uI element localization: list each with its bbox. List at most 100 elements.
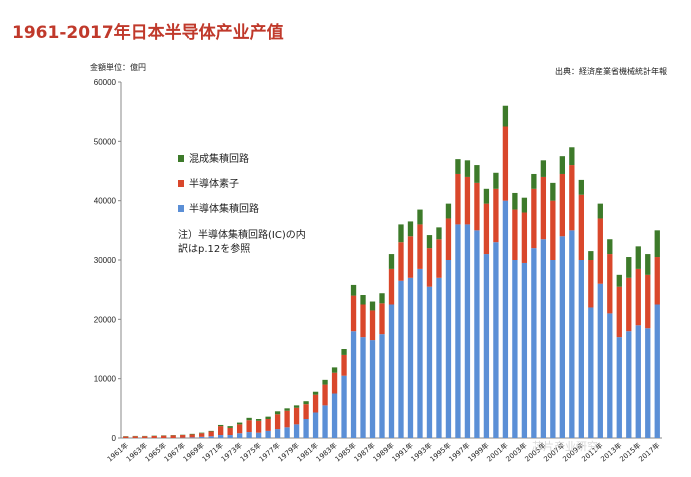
bar-segment-1970-s2 bbox=[208, 430, 214, 432]
bar-segment-1993-s2 bbox=[426, 235, 433, 249]
legend: 混成集積回路半導体素子半導体集積回路注）半導体集積回路(IC)の内訳はp.12を… bbox=[178, 152, 306, 255]
source-label: 出典：経済産業省機械統計年報 bbox=[555, 67, 667, 76]
page-title: 1961-2017年日本半导体产业产值 bbox=[12, 23, 284, 43]
bar-segment-2002-s0 bbox=[512, 260, 518, 438]
bar-segment-2011-s1 bbox=[597, 218, 603, 284]
bar-segment-1988-s1 bbox=[379, 303, 385, 335]
bar-segment-1976-s1 bbox=[265, 419, 271, 431]
bar-segment-1961-s1 bbox=[123, 436, 129, 438]
bar-segment-1969-s0 bbox=[199, 436, 205, 438]
bar-segment-1997-s0 bbox=[464, 224, 471, 438]
bar-segment-1974-s0 bbox=[246, 432, 252, 438]
bar-segment-1991-s2 bbox=[407, 221, 414, 237]
bar-segment-1986-s0 bbox=[360, 337, 366, 438]
bar-segment-1996-s1 bbox=[455, 173, 461, 225]
bar-segment-2004-s1 bbox=[531, 188, 537, 249]
bar-segment-2007-s0 bbox=[559, 236, 565, 438]
bar-segment-1988-s0 bbox=[379, 334, 385, 438]
legend-label: 半導体素子 bbox=[189, 177, 239, 190]
bar-segment-1979-s1 bbox=[293, 407, 300, 425]
bar-segment-1973-s0 bbox=[236, 433, 243, 438]
bar-segment-1987-s1 bbox=[369, 310, 376, 341]
bar-segment-2012-s2 bbox=[607, 239, 613, 255]
bar-segment-1998-s0 bbox=[474, 230, 480, 438]
bar-segment-1990-s0 bbox=[398, 280, 404, 438]
y-tick-label: 40000 bbox=[94, 197, 117, 206]
bar-segment-2010-s1 bbox=[588, 260, 594, 308]
legend-swatch bbox=[178, 155, 184, 162]
bar-segment-2000-s0 bbox=[493, 242, 499, 438]
bar-segment-2008-s2 bbox=[569, 147, 575, 166]
bar-segment-1988-s2 bbox=[379, 293, 385, 304]
bar-segment-1964-s1 bbox=[151, 435, 157, 438]
x-tick-label: 2017年 bbox=[637, 441, 662, 464]
bar-segment-2017-s0 bbox=[654, 304, 660, 438]
bar-segment-1965-s1 bbox=[161, 435, 167, 438]
legend-label: 混成集積回路 bbox=[189, 152, 249, 165]
bar-segment-2012-s1 bbox=[607, 254, 613, 314]
bar-segment-1994-s1 bbox=[436, 239, 442, 278]
legend-label: 半導体集積回路 bbox=[189, 202, 259, 215]
y-tick-label: 10000 bbox=[94, 375, 117, 384]
bar-segment-2011-s0 bbox=[597, 283, 603, 438]
bar-segment-1975-s2 bbox=[255, 419, 262, 421]
bar-segment-1982-s0 bbox=[322, 405, 328, 438]
bar-segment-1984-s1 bbox=[341, 354, 347, 376]
y-tick-label: 0 bbox=[112, 434, 117, 443]
bar-segment-1970-s0 bbox=[208, 436, 214, 438]
bar-segment-2008-s0 bbox=[569, 230, 575, 438]
bar-segment-2006-s1 bbox=[550, 200, 556, 260]
bar-segment-1990-s1 bbox=[398, 242, 404, 281]
bar-segment-2013-s1 bbox=[616, 286, 622, 338]
bar-segment-1969-s2 bbox=[199, 432, 205, 434]
bar-segment-2016-s1 bbox=[645, 274, 651, 329]
bar-segment-1977-s2 bbox=[274, 411, 281, 415]
bar-segment-1978-s0 bbox=[284, 427, 290, 438]
bar-segment-2016-s2 bbox=[645, 254, 651, 275]
y-tick-label: 30000 bbox=[94, 256, 117, 265]
bar-segment-2006-s2 bbox=[550, 182, 556, 201]
bar-segment-2004-s0 bbox=[531, 248, 537, 438]
bar-segment-2003-s1 bbox=[521, 212, 528, 263]
bar-segment-1982-s2 bbox=[322, 379, 328, 385]
bar-segment-2014-s2 bbox=[626, 257, 632, 278]
bar-segment-1991-s0 bbox=[407, 277, 414, 438]
chart-note-line-2: 訳はp.12を参照 bbox=[178, 242, 250, 255]
bar-segment-2001-s1 bbox=[502, 126, 509, 201]
bar-segment-1980-s0 bbox=[303, 419, 309, 438]
bar-segment-1999-s0 bbox=[483, 254, 490, 438]
bar-segment-1968-s2 bbox=[189, 433, 195, 435]
watermark: 芯片产业研究 bbox=[532, 440, 598, 453]
bar-segment-1983-s2 bbox=[331, 367, 338, 373]
bar-segment-1962-s1 bbox=[132, 436, 138, 438]
bar-segment-2000-s1 bbox=[493, 188, 499, 243]
bar-segment-2005-s0 bbox=[540, 239, 547, 438]
bar-segment-1972-s2 bbox=[227, 426, 233, 428]
bar-segment-1968-s1 bbox=[189, 434, 195, 438]
bar-segment-2006-s0 bbox=[550, 260, 556, 438]
bar-segment-1978-s2 bbox=[284, 408, 290, 411]
bar-segment-1979-s2 bbox=[293, 405, 300, 408]
bar-segment-2007-s1 bbox=[559, 173, 565, 237]
bar-segment-1976-s2 bbox=[265, 416, 271, 420]
bar-segment-1975-s0 bbox=[255, 432, 262, 438]
bar-segment-2009-s0 bbox=[578, 260, 584, 438]
y-tick-label: 60000 bbox=[94, 78, 117, 87]
bar-segment-1976-s0 bbox=[265, 430, 271, 438]
bar-segment-1998-s1 bbox=[474, 182, 480, 231]
bar-segment-1993-s1 bbox=[426, 248, 433, 287]
bar-segment-1992-s2 bbox=[417, 209, 423, 225]
bar-segment-1999-s2 bbox=[483, 188, 490, 204]
bar-segment-2015-s2 bbox=[635, 246, 641, 269]
bar-segment-2013-s0 bbox=[616, 337, 622, 438]
bar-segment-1985-s0 bbox=[350, 331, 357, 438]
bar-segment-1974-s1 bbox=[246, 420, 252, 433]
bar-segment-1991-s1 bbox=[407, 236, 414, 278]
bar-segment-2001-s0 bbox=[502, 200, 509, 438]
bar-segment-2002-s2 bbox=[512, 192, 518, 210]
bar-segment-1996-s0 bbox=[455, 224, 461, 438]
bar-segment-2010-s0 bbox=[588, 307, 594, 438]
legend-swatch bbox=[178, 180, 184, 187]
bar-segment-1998-s2 bbox=[474, 165, 480, 183]
